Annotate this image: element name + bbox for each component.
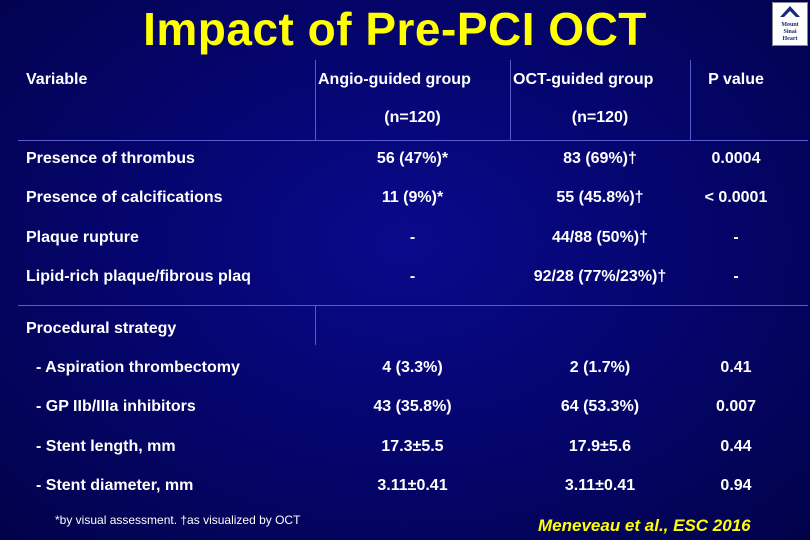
row-angio: - (409, 229, 416, 246)
proc-row-label: - Stent diameter, mm (36, 477, 194, 494)
row-label: Lipid-rich plaque/fibrous plaq (26, 268, 251, 285)
row-label: Presence of thrombus (26, 150, 195, 167)
proc-row-oct: 3.11±0.41 (564, 477, 636, 494)
grid-line (510, 60, 511, 140)
row-oct: 44/88 (50%)† (551, 229, 649, 246)
row-pvalue: - (733, 229, 739, 246)
row-oct: 83 (69%)† (563, 150, 637, 167)
mount-sinai-logo: Mount Sinai Heart (772, 2, 808, 46)
header-oct: OCT-guided group (513, 71, 654, 88)
proc-row-pvalue: 0.94 (720, 477, 752, 494)
proc-row-pvalue: 0.41 (720, 359, 752, 376)
grid-line (315, 305, 316, 345)
header-angio: Angio-guided group (318, 71, 471, 88)
proc-row-angio: 4 (3.3%) (382, 359, 443, 376)
header-angio-n: (n=120) (384, 109, 441, 126)
proc-row-pvalue: 0.007 (715, 398, 757, 415)
section-title: Procedural strategy (26, 320, 177, 337)
proc-row-angio: 43 (35.8%) (373, 398, 452, 415)
logo-line3: Heart (783, 36, 798, 42)
row-angio: 11 (9%)* (381, 189, 444, 206)
grid-line (315, 60, 316, 140)
grid-line (18, 140, 808, 141)
row-pvalue: 0.0004 (711, 150, 761, 167)
header-oct-n: (n=120) (571, 109, 629, 126)
grid-line (690, 60, 691, 140)
row-angio: - (409, 268, 416, 285)
proc-row-label: - Stent length, mm (36, 438, 176, 455)
proc-row-pvalue: 0.44 (720, 438, 752, 455)
row-oct: 92/28 (77%/23%)† (533, 268, 667, 285)
row-pvalue: - (733, 268, 739, 285)
proc-row-oct: 17.9±5.6 (568, 438, 632, 455)
logo-line2: Sinai (783, 29, 796, 35)
proc-row-oct: 2 (1.7%) (569, 359, 631, 376)
row-angio: 56 (47%)* (376, 150, 449, 167)
header-pvalue: P value (708, 71, 764, 88)
grid-line (18, 305, 808, 306)
row-label: Plaque rupture (26, 229, 139, 246)
row-oct: 55 (45.8%)† (556, 189, 644, 206)
header-variable: Variable (26, 71, 88, 88)
slide-title: Impact of Pre-PCI OCT (143, 3, 647, 55)
proc-row-oct: 64 (53.3%) (560, 398, 640, 415)
row-label: Presence of calcifications (26, 189, 223, 206)
proc-row-angio: 3.11±0.41 (377, 477, 448, 494)
proc-row-label: - GP IIb/IIIa inhibitors (36, 398, 196, 415)
proc-row-angio: 17.3±5.5 (381, 438, 444, 455)
row-pvalue: < 0.0001 (704, 189, 768, 206)
logo-line1: Mount (781, 22, 798, 28)
proc-row-label: - Aspiration thrombectomy (36, 359, 240, 376)
citation: Meneveau et al., ESC 2016 (538, 516, 751, 535)
footnote: *by visual assessment. †as visualized by… (55, 513, 301, 527)
